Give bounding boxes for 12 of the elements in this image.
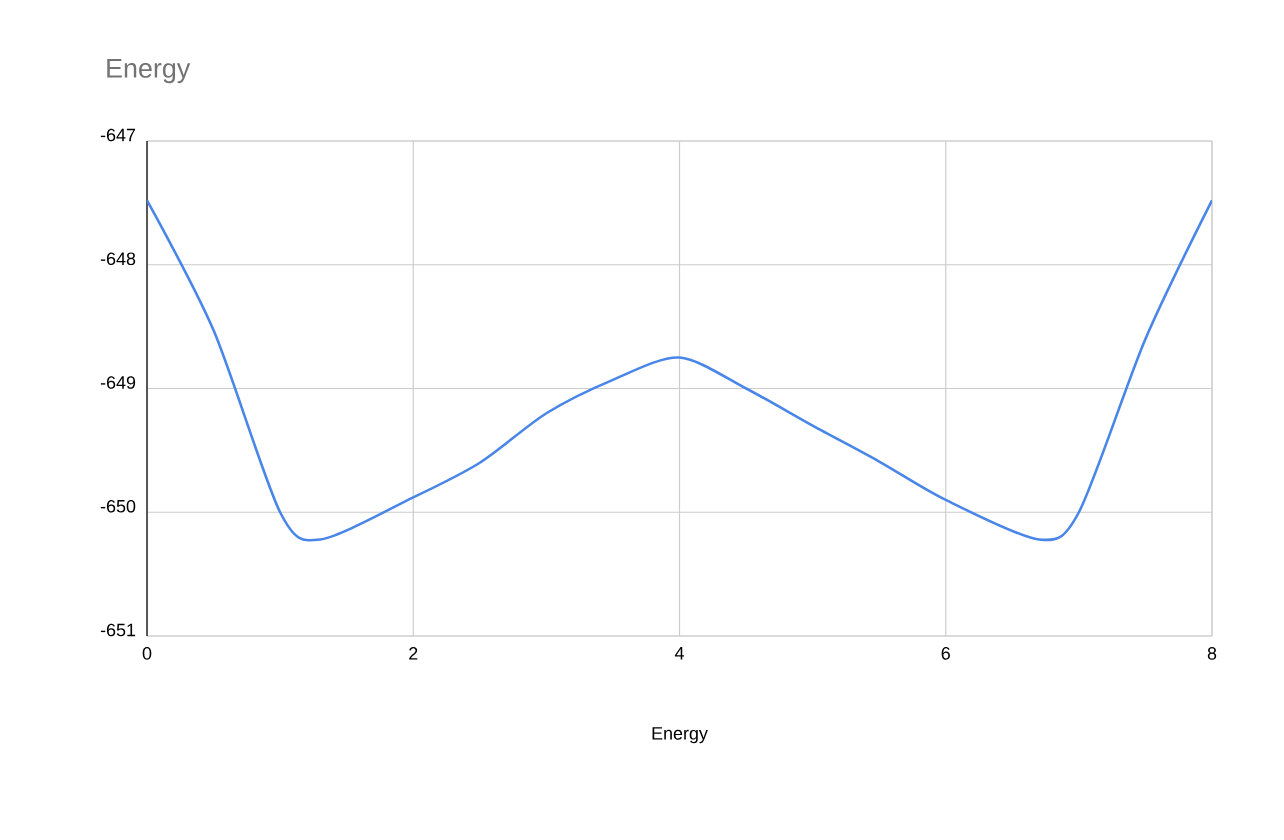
y-tick-label: -648 (100, 252, 136, 266)
y-tick-label: -650 (100, 499, 136, 513)
chart-title: Energy (107, 59, 191, 84)
x-axis-title: Energy (652, 727, 708, 744)
y-tick-label: -647 (100, 128, 136, 142)
x-tick-label: 6 (941, 647, 950, 660)
x-tick-label: 2 (409, 647, 418, 660)
y-tick-label: -649 (100, 376, 136, 389)
x-tick-label: 4 (674, 647, 684, 660)
x-tick-label: 0 (142, 647, 152, 660)
y-tick-label: -651 (100, 623, 136, 637)
x-tick-label: 8 (1207, 647, 1217, 660)
